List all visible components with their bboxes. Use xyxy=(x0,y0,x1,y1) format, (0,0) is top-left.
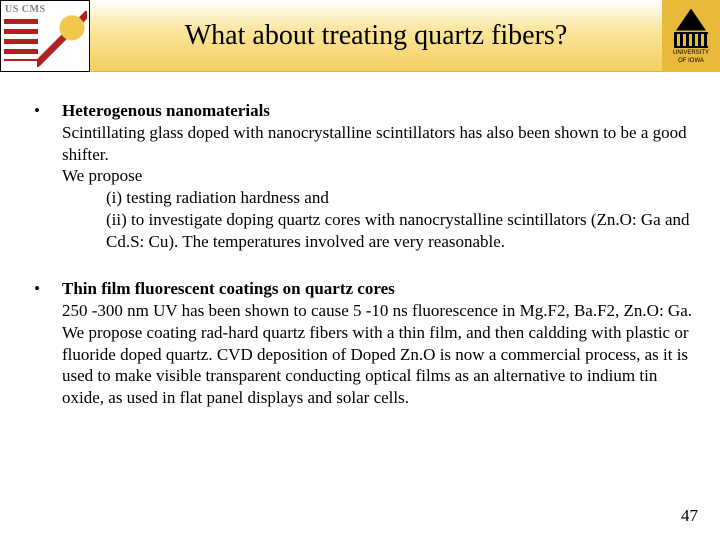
slide-title: What about treating quartz fibers? xyxy=(185,20,568,52)
capitol-columns-icon xyxy=(674,32,708,48)
cms-swoosh-icon xyxy=(37,11,87,67)
page-number: 47 xyxy=(681,506,698,526)
sub-item-1-ii: (ii) to investigate doping quartz cores … xyxy=(62,209,692,253)
bullet-marker: • xyxy=(28,100,62,252)
slide-body: • Heterogenous nanomaterials Scintillati… xyxy=(0,72,720,409)
bullet-text-1b: We propose xyxy=(62,166,142,185)
bullet-marker: • xyxy=(28,278,62,409)
bullet-body-1: Heterogenous nanomaterials Scintillating… xyxy=(62,100,692,252)
sub-item-1-i: (i) testing radiation hardness and xyxy=(62,187,692,209)
bullet-text-2: 250 -300 nm UV has been shown to cause 5… xyxy=(62,301,692,407)
capitol-dome-icon xyxy=(676,9,706,31)
bullet-item-2: • Thin film fluorescent coatings on quar… xyxy=(28,278,692,409)
university-name-top: UNIVERSITY xyxy=(673,50,709,56)
university-logo: UNIVERSITY OF IOWA xyxy=(662,0,720,72)
title-bar: What about treating quartz fibers? xyxy=(90,0,662,72)
uscms-logo: US CMS xyxy=(0,0,90,72)
bullet-body-2: Thin film fluorescent coatings on quartz… xyxy=(62,278,692,409)
flag-stripes-icon xyxy=(4,19,38,61)
bullet-heading-1: Heterogenous nanomaterials xyxy=(62,101,270,120)
slide-header: US CMS What about treating quartz fibers… xyxy=(0,0,720,72)
bullet-heading-2: Thin film fluorescent coatings on quartz… xyxy=(62,279,395,298)
university-name-bottom: OF IOWA xyxy=(678,58,704,64)
bullet-item-1: • Heterogenous nanomaterials Scintillati… xyxy=(28,100,692,252)
bullet-text-1a: Scintillating glass doped with nanocryst… xyxy=(62,123,687,164)
